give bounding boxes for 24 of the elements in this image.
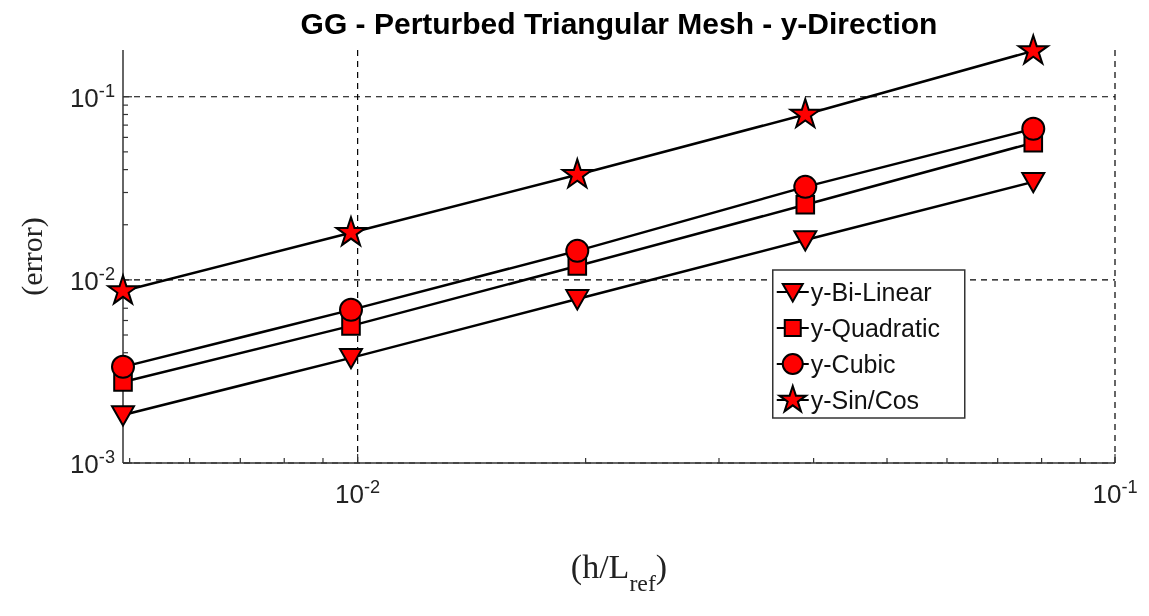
y-tick-label: 10$^{-3}$ (69, 447, 115, 479)
point (338, 348, 363, 370)
point (559, 156, 594, 190)
chart-title: GG - Perturbed Triangular Mesh - y-Direction (300, 7, 938, 40)
point (338, 297, 363, 322)
point (793, 174, 818, 199)
legend-label: y-Quadratic (810, 314, 940, 342)
point (793, 230, 818, 252)
y-tick-label: 10$^{-2}$ (69, 263, 115, 296)
point (111, 354, 135, 379)
y-axis-title: (error) (15, 217, 49, 296)
point (565, 289, 590, 311)
point (1021, 116, 1046, 141)
legend-label: y-Cubic (810, 350, 896, 378)
point (787, 96, 823, 130)
legend-label: y-Sin/Cos (810, 386, 920, 414)
x-axis-title: (h/L$_{ref}$) (570, 548, 668, 596)
point (111, 405, 135, 427)
point (795, 195, 816, 215)
y-tick-label: 10$^{-1}$ (69, 80, 115, 113)
point (565, 238, 590, 263)
point (1015, 32, 1051, 66)
point (1021, 172, 1046, 194)
legend-label: y-Bi-Linear (810, 278, 932, 306)
